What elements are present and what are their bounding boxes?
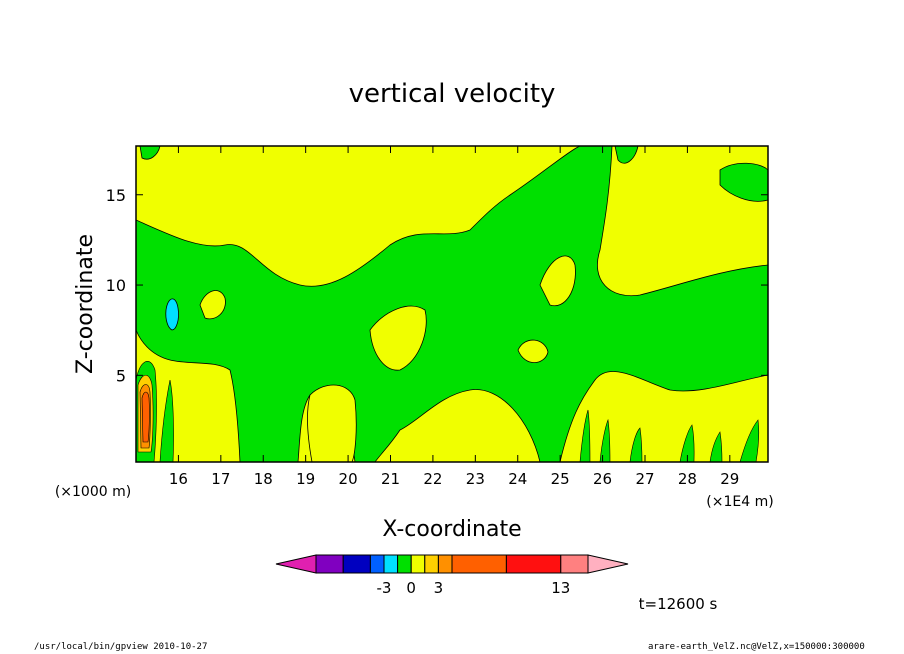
x-tick-label: 22: [423, 470, 442, 488]
x-tick-label: 29: [720, 470, 739, 488]
time-label: t=12600 s: [639, 595, 718, 613]
x-axis-label: X-coordinate: [382, 517, 521, 542]
colorbar-tick-label: 13: [551, 579, 570, 597]
chart-title: vertical velocity: [349, 79, 556, 109]
x-axis: 16 17 18 19 20 21 22 23 24 25 26 27 28 29: [169, 146, 739, 488]
x-tick-label: 20: [339, 470, 358, 488]
x-tick-label: 18: [254, 470, 273, 488]
plot-frame: [135, 145, 769, 463]
colorbar-extend-high: [587, 554, 629, 574]
field-region-green-top-right: [719, 162, 768, 202]
x-tick-label: 28: [678, 470, 697, 488]
colorbar-cell: [424, 554, 439, 574]
colorbar-cell: [342, 554, 371, 574]
y-axis-label: Z-coordinate: [73, 234, 98, 374]
x-tick-label: 25: [551, 470, 570, 488]
x-tick-label: 19: [296, 470, 315, 488]
colorbar-tick-label: 3: [434, 579, 444, 597]
field-region-cyan: [165, 298, 179, 331]
colorbar-cell: [437, 554, 453, 574]
colorbar-cell: [410, 554, 426, 574]
x-tick-label: 21: [381, 470, 400, 488]
x-unit-label: (×1E4 m): [706, 494, 773, 510]
x-tick-label: 24: [508, 470, 527, 488]
y-tick-label: 10: [106, 276, 126, 295]
field-column-left: [136, 361, 174, 462]
plot-area: [135, 145, 769, 463]
x-tick-label: 17: [211, 470, 230, 488]
x-tick-label: 16: [169, 470, 188, 488]
field-island-2: [369, 305, 427, 371]
y-tick-label: 5: [116, 366, 126, 385]
colorbar-tick-label: -3: [377, 579, 392, 597]
field-stripes-right: [579, 409, 760, 462]
field-island-1: [199, 290, 226, 320]
x-tick-label: 27: [635, 470, 654, 488]
x-tick-label: 26: [593, 470, 612, 488]
colorbar-extend-low: [275, 554, 317, 574]
colorbar-cell: [560, 554, 589, 574]
footer-right: arare-earth_VelZ.nc@VelZ,x=150000:300000: [648, 642, 865, 652]
field-island-4: [539, 255, 576, 307]
colorbar-cell: [451, 554, 507, 574]
colorbar-tick-label: 0: [406, 579, 416, 597]
field-region-green-main: [136, 146, 768, 462]
y-unit-label: (×1000 m): [55, 484, 131, 500]
y-tick-label: 15: [106, 186, 126, 205]
field-island-3: [517, 339, 549, 364]
colorbar-cell: [369, 554, 385, 574]
y-axis: 5 10 15: [106, 186, 768, 385]
x-tick-label: 23: [466, 470, 485, 488]
colorbar-cell: [397, 554, 412, 574]
colorbar: -3 0 3 13: [275, 554, 629, 597]
field-island-5: [307, 384, 357, 462]
colorbar-cell: [505, 554, 562, 574]
footer-left: /usr/local/bin/gpview 2010-10-27: [34, 642, 208, 652]
colorbar-cell: [383, 554, 399, 574]
colorbar-cell: [315, 554, 344, 574]
